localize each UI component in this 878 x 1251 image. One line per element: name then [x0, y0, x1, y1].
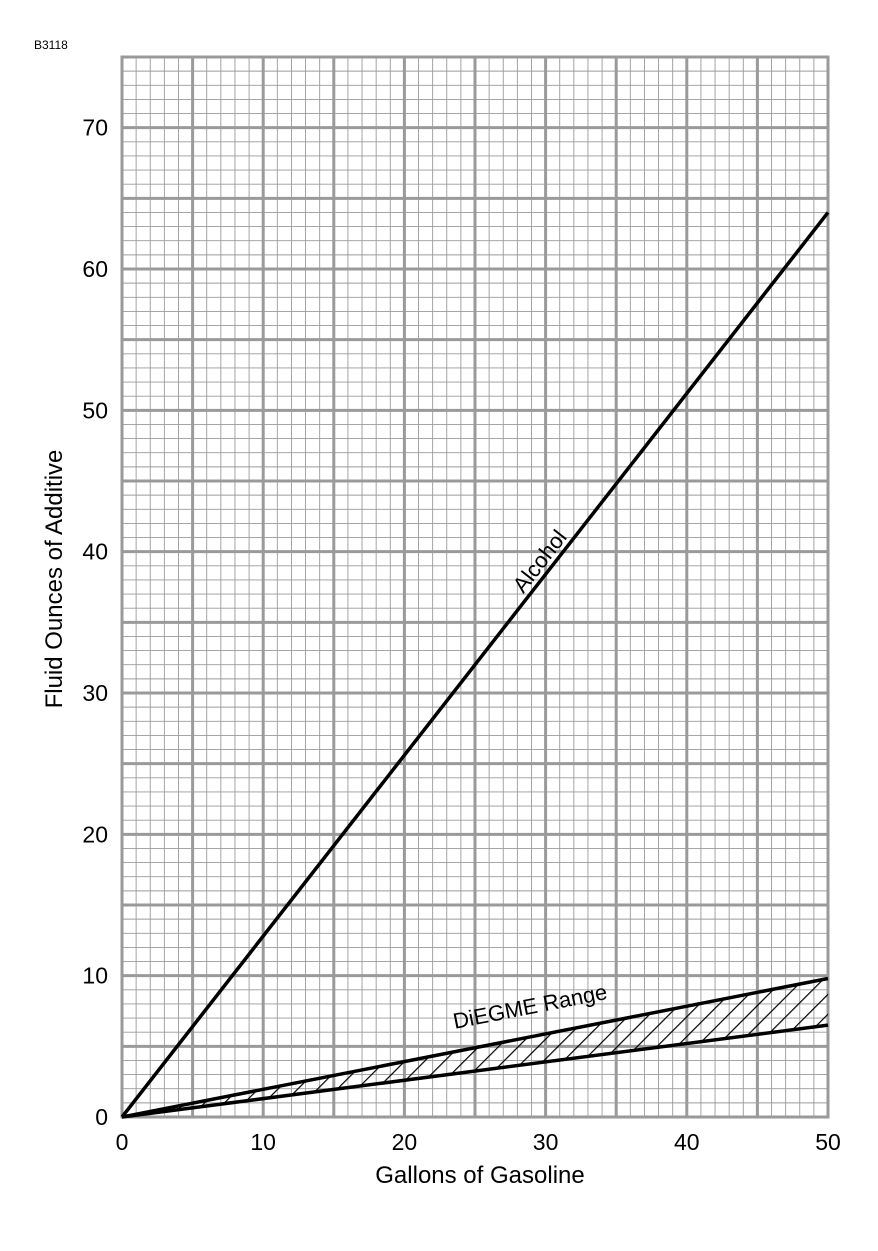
y-tick-label: 40	[82, 539, 108, 565]
x-tick-label: 50	[815, 1129, 841, 1155]
major-gridlines	[120, 55, 830, 1119]
plot-frame	[120, 55, 830, 1119]
y-tick-label: 30	[82, 680, 108, 706]
band-lower-line	[121, 1023, 829, 1119]
band-upper-line	[121, 976, 829, 1119]
x-tick-label: 40	[674, 1129, 700, 1155]
series-line	[120, 211, 830, 1119]
y-axis-title: Fluid Ounces of Additive	[41, 450, 68, 709]
x-tick-label: 0	[116, 1129, 129, 1155]
tick-labels: 0 10 20 30 40 50 0 10 20 30 40 50 60 70	[82, 115, 840, 1155]
y-tick-label: 20	[82, 821, 108, 847]
x-tick-label: 10	[250, 1129, 276, 1155]
x-axis-title: Gallons of Gasoline	[375, 1162, 584, 1189]
y-tick-label: 60	[82, 256, 108, 282]
y-tick-label: 0	[95, 1104, 108, 1130]
x-tick-label: 30	[533, 1129, 559, 1155]
y-tick-label: 10	[82, 963, 108, 989]
series-lines	[120, 211, 830, 1119]
y-tick-label: 70	[82, 115, 108, 141]
bands	[121, 976, 829, 1119]
x-tick-label: 20	[392, 1129, 418, 1155]
figure-id-label: B3118	[34, 38, 68, 52]
y-tick-label: 50	[82, 397, 108, 423]
